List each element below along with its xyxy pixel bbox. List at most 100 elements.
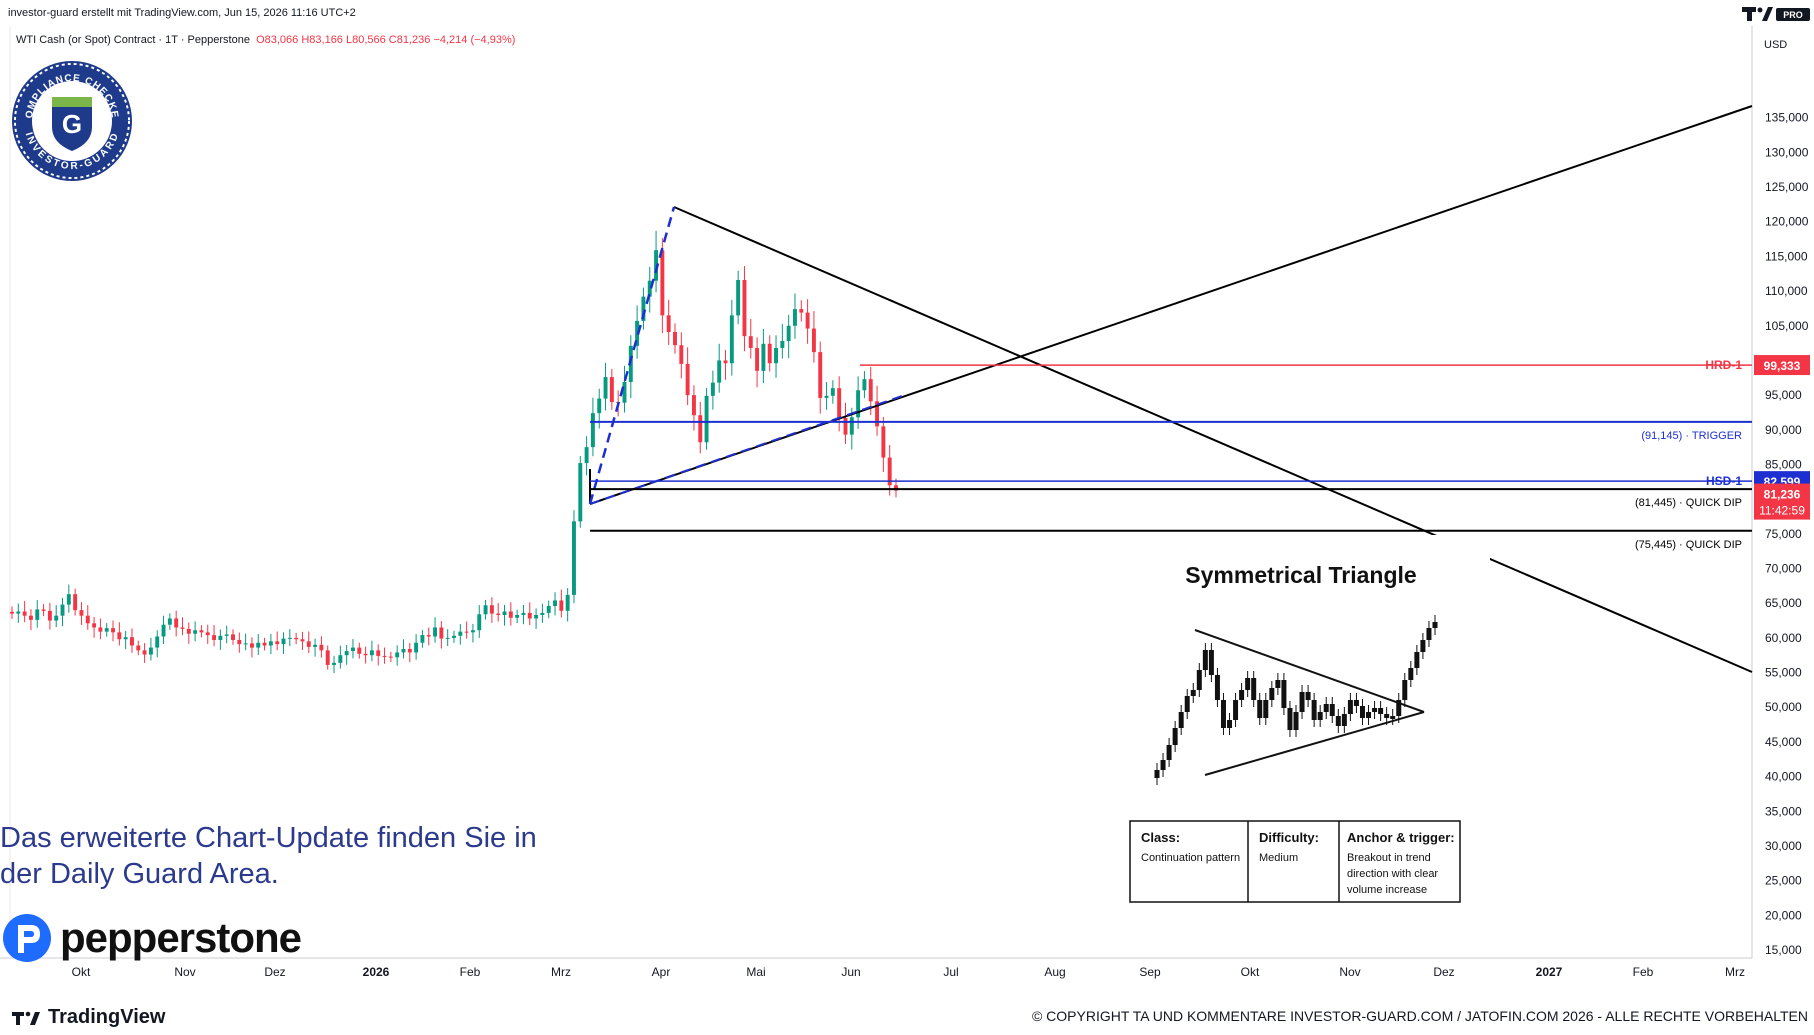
y-tick-label: 95,000	[1765, 388, 1802, 402]
candle	[691, 385, 696, 431]
candle	[369, 640, 374, 662]
inset-candle	[1214, 668, 1220, 707]
y-tick-label: 130,000	[1765, 145, 1809, 159]
y-tick-label: 85,000	[1765, 457, 1802, 471]
candle	[767, 335, 772, 372]
candle	[104, 623, 109, 637]
inset-candle	[1251, 671, 1257, 707]
x-tick-label: Dez	[1433, 965, 1454, 979]
candle	[28, 609, 33, 631]
candle	[565, 587, 570, 622]
x-tick-label: Dez	[264, 965, 285, 979]
y-tick-label: 135,000	[1765, 111, 1809, 125]
inset-candle	[1220, 693, 1226, 735]
candle	[60, 597, 65, 627]
candle	[92, 616, 97, 638]
candle	[123, 630, 128, 650]
HSD-1-label: HSD-1	[1706, 474, 1742, 488]
HRD-1-label: HRD-1	[1705, 358, 1742, 372]
candle	[584, 436, 589, 476]
candle	[180, 617, 185, 636]
inset-candle	[1402, 673, 1408, 707]
quick-dip-2-label: (75,445) · QUICK DIP	[1635, 539, 1742, 551]
x-tick-label: Okt	[1241, 965, 1260, 979]
class-label: Class:	[1141, 830, 1180, 845]
anchor-value-3: volume increase	[1347, 884, 1427, 896]
candle	[483, 599, 488, 620]
candle	[306, 631, 311, 654]
x-tick-label: Feb	[460, 965, 481, 979]
x-tick-label: Jul	[943, 965, 958, 979]
candle	[148, 637, 153, 661]
inset-candle	[1208, 643, 1214, 682]
inset-candle	[1366, 705, 1372, 725]
y-tick-label: 105,000	[1765, 319, 1809, 333]
candle	[130, 628, 134, 653]
candle	[685, 347, 690, 406]
candle	[395, 645, 400, 666]
inset-candle	[1323, 697, 1329, 719]
candle	[742, 266, 747, 352]
trigger-label: (91,145) · TRIGGER	[1641, 430, 1742, 442]
x-tick-label: Jun	[841, 965, 860, 979]
candle	[622, 365, 627, 413]
candle	[300, 631, 305, 651]
inset-candle	[1245, 671, 1251, 697]
candle	[793, 293, 797, 339]
inset-candle	[1341, 707, 1347, 733]
candle	[294, 632, 299, 645]
y-axis: 135,000 130,000 125,000 120,000 115,000 110,0…	[1765, 111, 1809, 957]
candle	[755, 337, 760, 388]
candle	[862, 371, 867, 399]
inset-candles	[1154, 615, 1438, 785]
candle	[799, 300, 804, 322]
inset-candle	[1390, 709, 1396, 725]
pepperstone-logo: pepperstone	[2, 913, 302, 963]
candle	[54, 605, 59, 628]
candle	[117, 622, 122, 646]
y-tick-label: 125,000	[1765, 180, 1809, 194]
x-tick-label: Mrz	[551, 965, 571, 979]
candle	[603, 362, 608, 411]
candle	[224, 625, 229, 644]
tradingview-pro-logo: PRO	[1742, 7, 1810, 21]
candle	[458, 624, 463, 645]
inset-candle	[1414, 645, 1420, 675]
inset-candle	[1329, 697, 1335, 723]
y-tick-label: 90,000	[1765, 423, 1802, 437]
candle	[647, 266, 652, 313]
candle	[534, 608, 539, 629]
dashed-rising-line	[589, 394, 906, 505]
candle	[641, 287, 646, 330]
candle	[319, 636, 324, 658]
x-tick-label: Feb	[1633, 965, 1654, 979]
inset-candle	[1359, 699, 1365, 725]
candle	[515, 609, 520, 624]
candle	[332, 655, 336, 674]
x-tick-label: Okt	[72, 965, 91, 979]
inset-candle	[1347, 693, 1353, 721]
x-tick-label: Apr	[652, 965, 671, 979]
candle	[73, 588, 78, 616]
tradingview-logo: TradingView	[12, 1006, 165, 1029]
y-tick-label: 30,000	[1765, 839, 1802, 853]
y-tick-label: 65,000	[1765, 596, 1802, 610]
candle-series	[10, 230, 898, 674]
level-lines: HRD-1 (91,145) · TRIGGER HSD-1 (81,445) · Q…	[590, 358, 1752, 551]
inset-candle	[1420, 633, 1426, 659]
inset-candle	[1353, 693, 1359, 713]
inset-candle	[1184, 689, 1190, 719]
pro-badge: PRO	[1783, 10, 1803, 20]
candle	[382, 647, 387, 664]
countdown-text: 11:42:59	[1759, 504, 1805, 518]
currency-label: USD	[1764, 39, 1787, 51]
inset-candle	[1239, 683, 1245, 707]
candle	[111, 620, 115, 642]
inset-candle	[1378, 701, 1384, 721]
candle	[881, 416, 886, 472]
x-tick-label: Nov	[1339, 965, 1360, 979]
candle	[167, 613, 172, 630]
cta-text: Das erweiterte Chart-Update finden Sie i…	[0, 820, 600, 892]
